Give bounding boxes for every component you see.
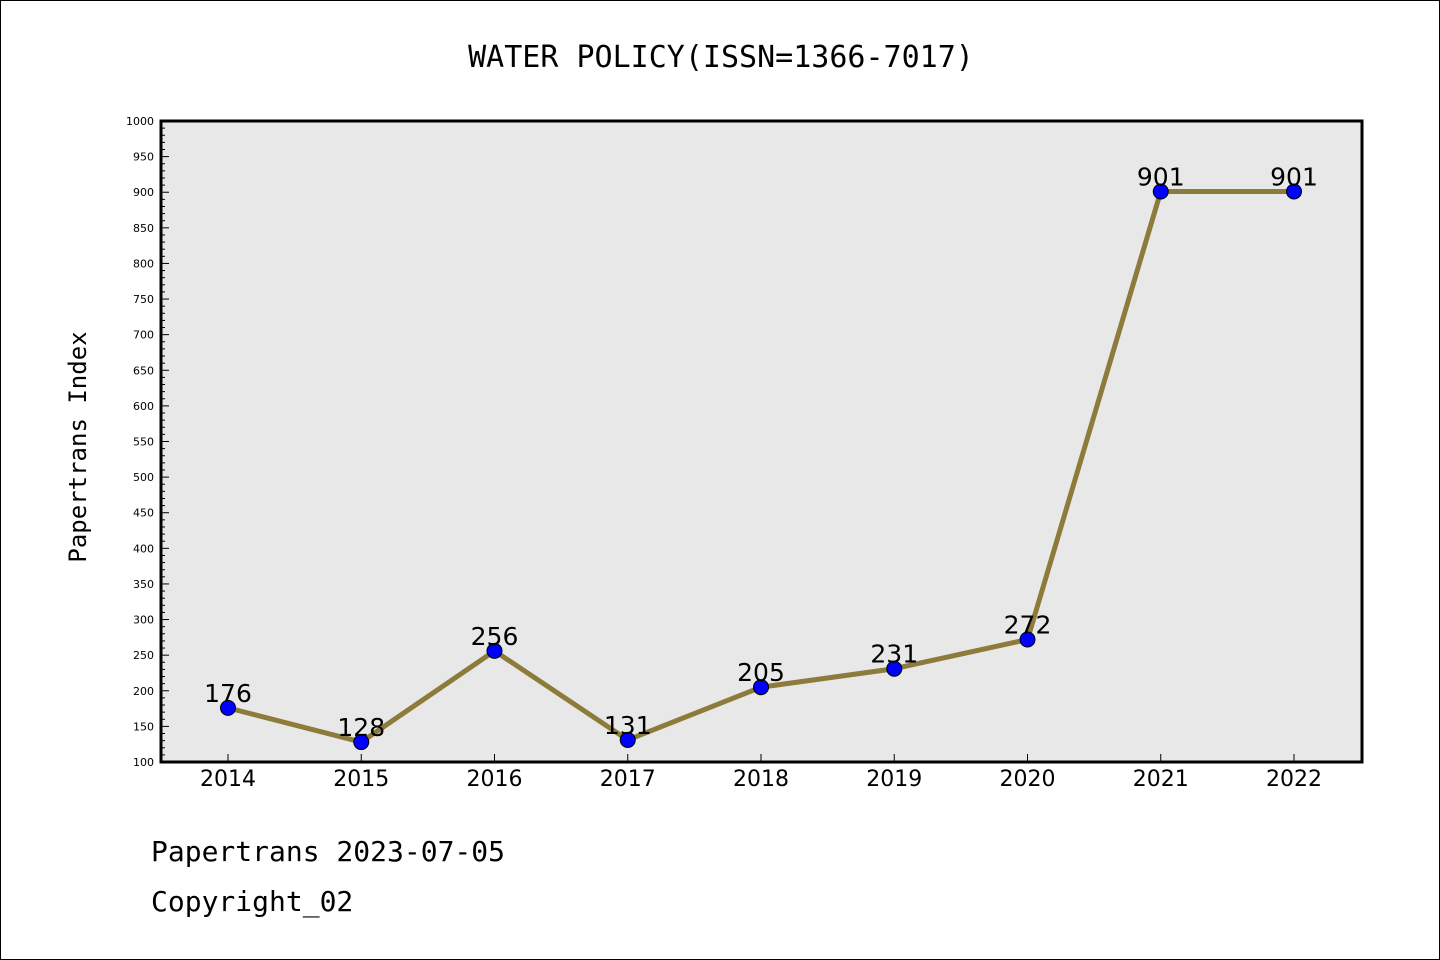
data-label: 176 [204, 679, 252, 708]
y-tick-label: 800 [133, 257, 154, 270]
y-axis-label: Papertrans Index [64, 331, 92, 562]
y-tick-label: 300 [133, 614, 154, 627]
chart-title: WATER POLICY(ISSN=1366-7017) [468, 40, 974, 75]
data-point [886, 660, 903, 677]
footer-date: Papertrans 2023-07-05 [151, 835, 506, 868]
data-label: 272 [1004, 610, 1052, 639]
x-tick-label: 2015 [333, 767, 389, 792]
y-tick-label: 450 [133, 507, 154, 520]
plot-area [161, 121, 1362, 762]
y-tick-label: 900 [133, 186, 154, 199]
y-tick-label: 650 [133, 364, 154, 377]
data-point [1152, 183, 1169, 200]
y-tick-label: 500 [133, 471, 154, 484]
data-point [753, 679, 769, 696]
x-tick-label: 2022 [1266, 767, 1322, 792]
y-tick-label: 150 [133, 720, 154, 733]
x-tick-label: 2019 [866, 767, 922, 792]
data-label: 205 [737, 658, 785, 687]
plot-border [159, 119, 1364, 764]
x-tick-label: 2017 [600, 767, 656, 792]
data-label: 231 [870, 640, 918, 669]
y-tick-label: 600 [133, 400, 154, 413]
data-label: 131 [604, 711, 652, 740]
data-point [486, 642, 503, 659]
data-label: 901 [1137, 163, 1185, 192]
y-tick-label: 550 [133, 436, 154, 449]
data-point [353, 734, 370, 751]
y-tick-label: 250 [133, 649, 154, 662]
data-point [1019, 631, 1036, 648]
data-point [1286, 183, 1302, 200]
data-label: 901 [1270, 163, 1318, 192]
y-tick-label: 750 [133, 293, 154, 306]
y-tick-label: 700 [133, 329, 154, 342]
x-tick-label: 2016 [467, 767, 523, 792]
y-tick-label: 850 [133, 222, 154, 235]
y-tick-label: 200 [133, 685, 154, 698]
x-tick-label: 2020 [1000, 767, 1056, 792]
data-point [619, 731, 636, 748]
y-tick-label: 100 [133, 756, 154, 769]
x-tick-label: 2021 [1133, 767, 1189, 792]
x-tick-label: 2018 [733, 767, 789, 792]
data-label: 256 [471, 622, 519, 651]
data-point [220, 699, 236, 716]
footer-copyright: Copyright_02 [151, 885, 354, 918]
y-tick-label: 400 [133, 542, 154, 555]
series: 176 128 256 131 205 231 272 901 901 [204, 163, 1318, 751]
y-tick-label: 350 [133, 578, 154, 591]
y-tick-label: 950 [133, 151, 154, 164]
x-tick-label: 2014 [200, 767, 256, 792]
data-label: 128 [337, 713, 385, 742]
y-tick-label: 1000 [126, 115, 154, 128]
